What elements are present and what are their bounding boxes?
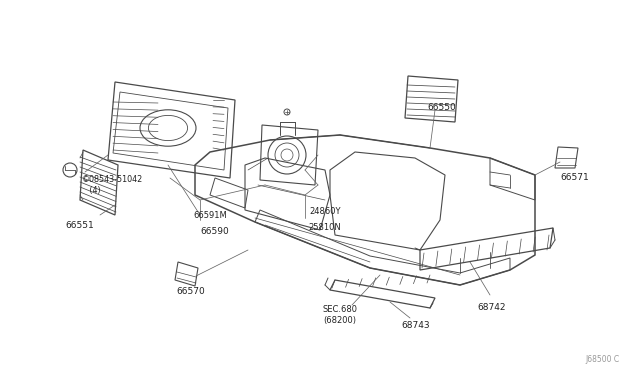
Text: J68500 C: J68500 C: [586, 355, 620, 364]
Text: 66571: 66571: [561, 173, 589, 183]
Text: 68742: 68742: [477, 304, 506, 312]
Text: 25810N: 25810N: [308, 224, 341, 232]
Text: 66591M: 66591M: [193, 211, 227, 219]
Text: SEC.680
(68200): SEC.680 (68200): [323, 305, 358, 325]
Text: 66590: 66590: [200, 228, 229, 237]
Text: 66570: 66570: [177, 288, 205, 296]
Text: ©08543-51042
   (4): ©08543-51042 (4): [82, 175, 143, 195]
Text: 66551: 66551: [66, 221, 94, 230]
Text: 68743: 68743: [402, 321, 430, 330]
Text: 66550: 66550: [428, 103, 456, 112]
Text: 24860Y: 24860Y: [309, 208, 340, 217]
